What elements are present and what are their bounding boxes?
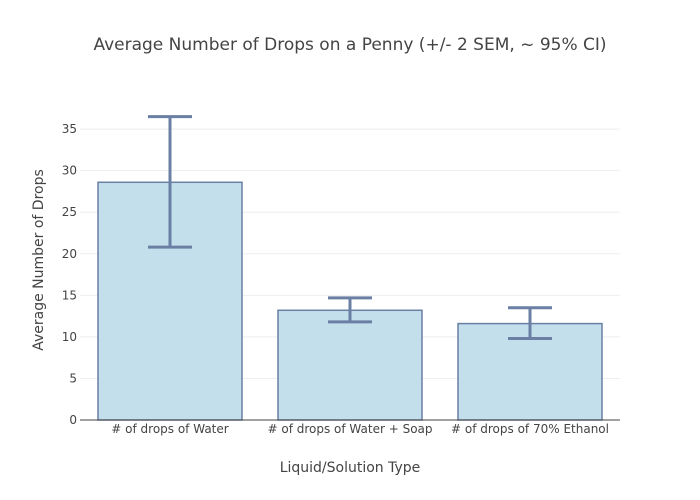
y-tick-label: 35 <box>62 122 77 136</box>
y-tick-label: 0 <box>69 413 77 427</box>
x-axis-ticks: # of drops of Water # of drops of Water +… <box>111 422 609 436</box>
error-bar <box>508 306 552 341</box>
error-bars <box>148 115 552 341</box>
y-tick-label: 20 <box>62 247 77 261</box>
y-tick-label: 25 <box>62 205 77 219</box>
x-tick-label: # of drops of 70% Ethanol <box>451 422 609 436</box>
y-tick-label: 15 <box>62 288 77 302</box>
error-bar <box>328 296 372 324</box>
y-axis-title: Average Number of Drops <box>31 169 47 351</box>
y-tick-label: 30 <box>62 164 77 178</box>
x-tick-label: # of drops of Water <box>111 422 228 436</box>
bar <box>277 309 423 421</box>
y-tick-label: 5 <box>69 371 77 385</box>
y-axis-ticks: 0 5 10 15 20 25 30 35 <box>62 122 77 427</box>
x-axis-title: Liquid/Solution Type <box>280 460 421 476</box>
x-tick-label: # of drops of Water + Soap <box>267 422 432 436</box>
error-bar <box>148 115 192 249</box>
chart-title: Average Number of Drops on a Penny (+/- … <box>93 35 606 55</box>
y-tick-label: 10 <box>62 330 77 344</box>
